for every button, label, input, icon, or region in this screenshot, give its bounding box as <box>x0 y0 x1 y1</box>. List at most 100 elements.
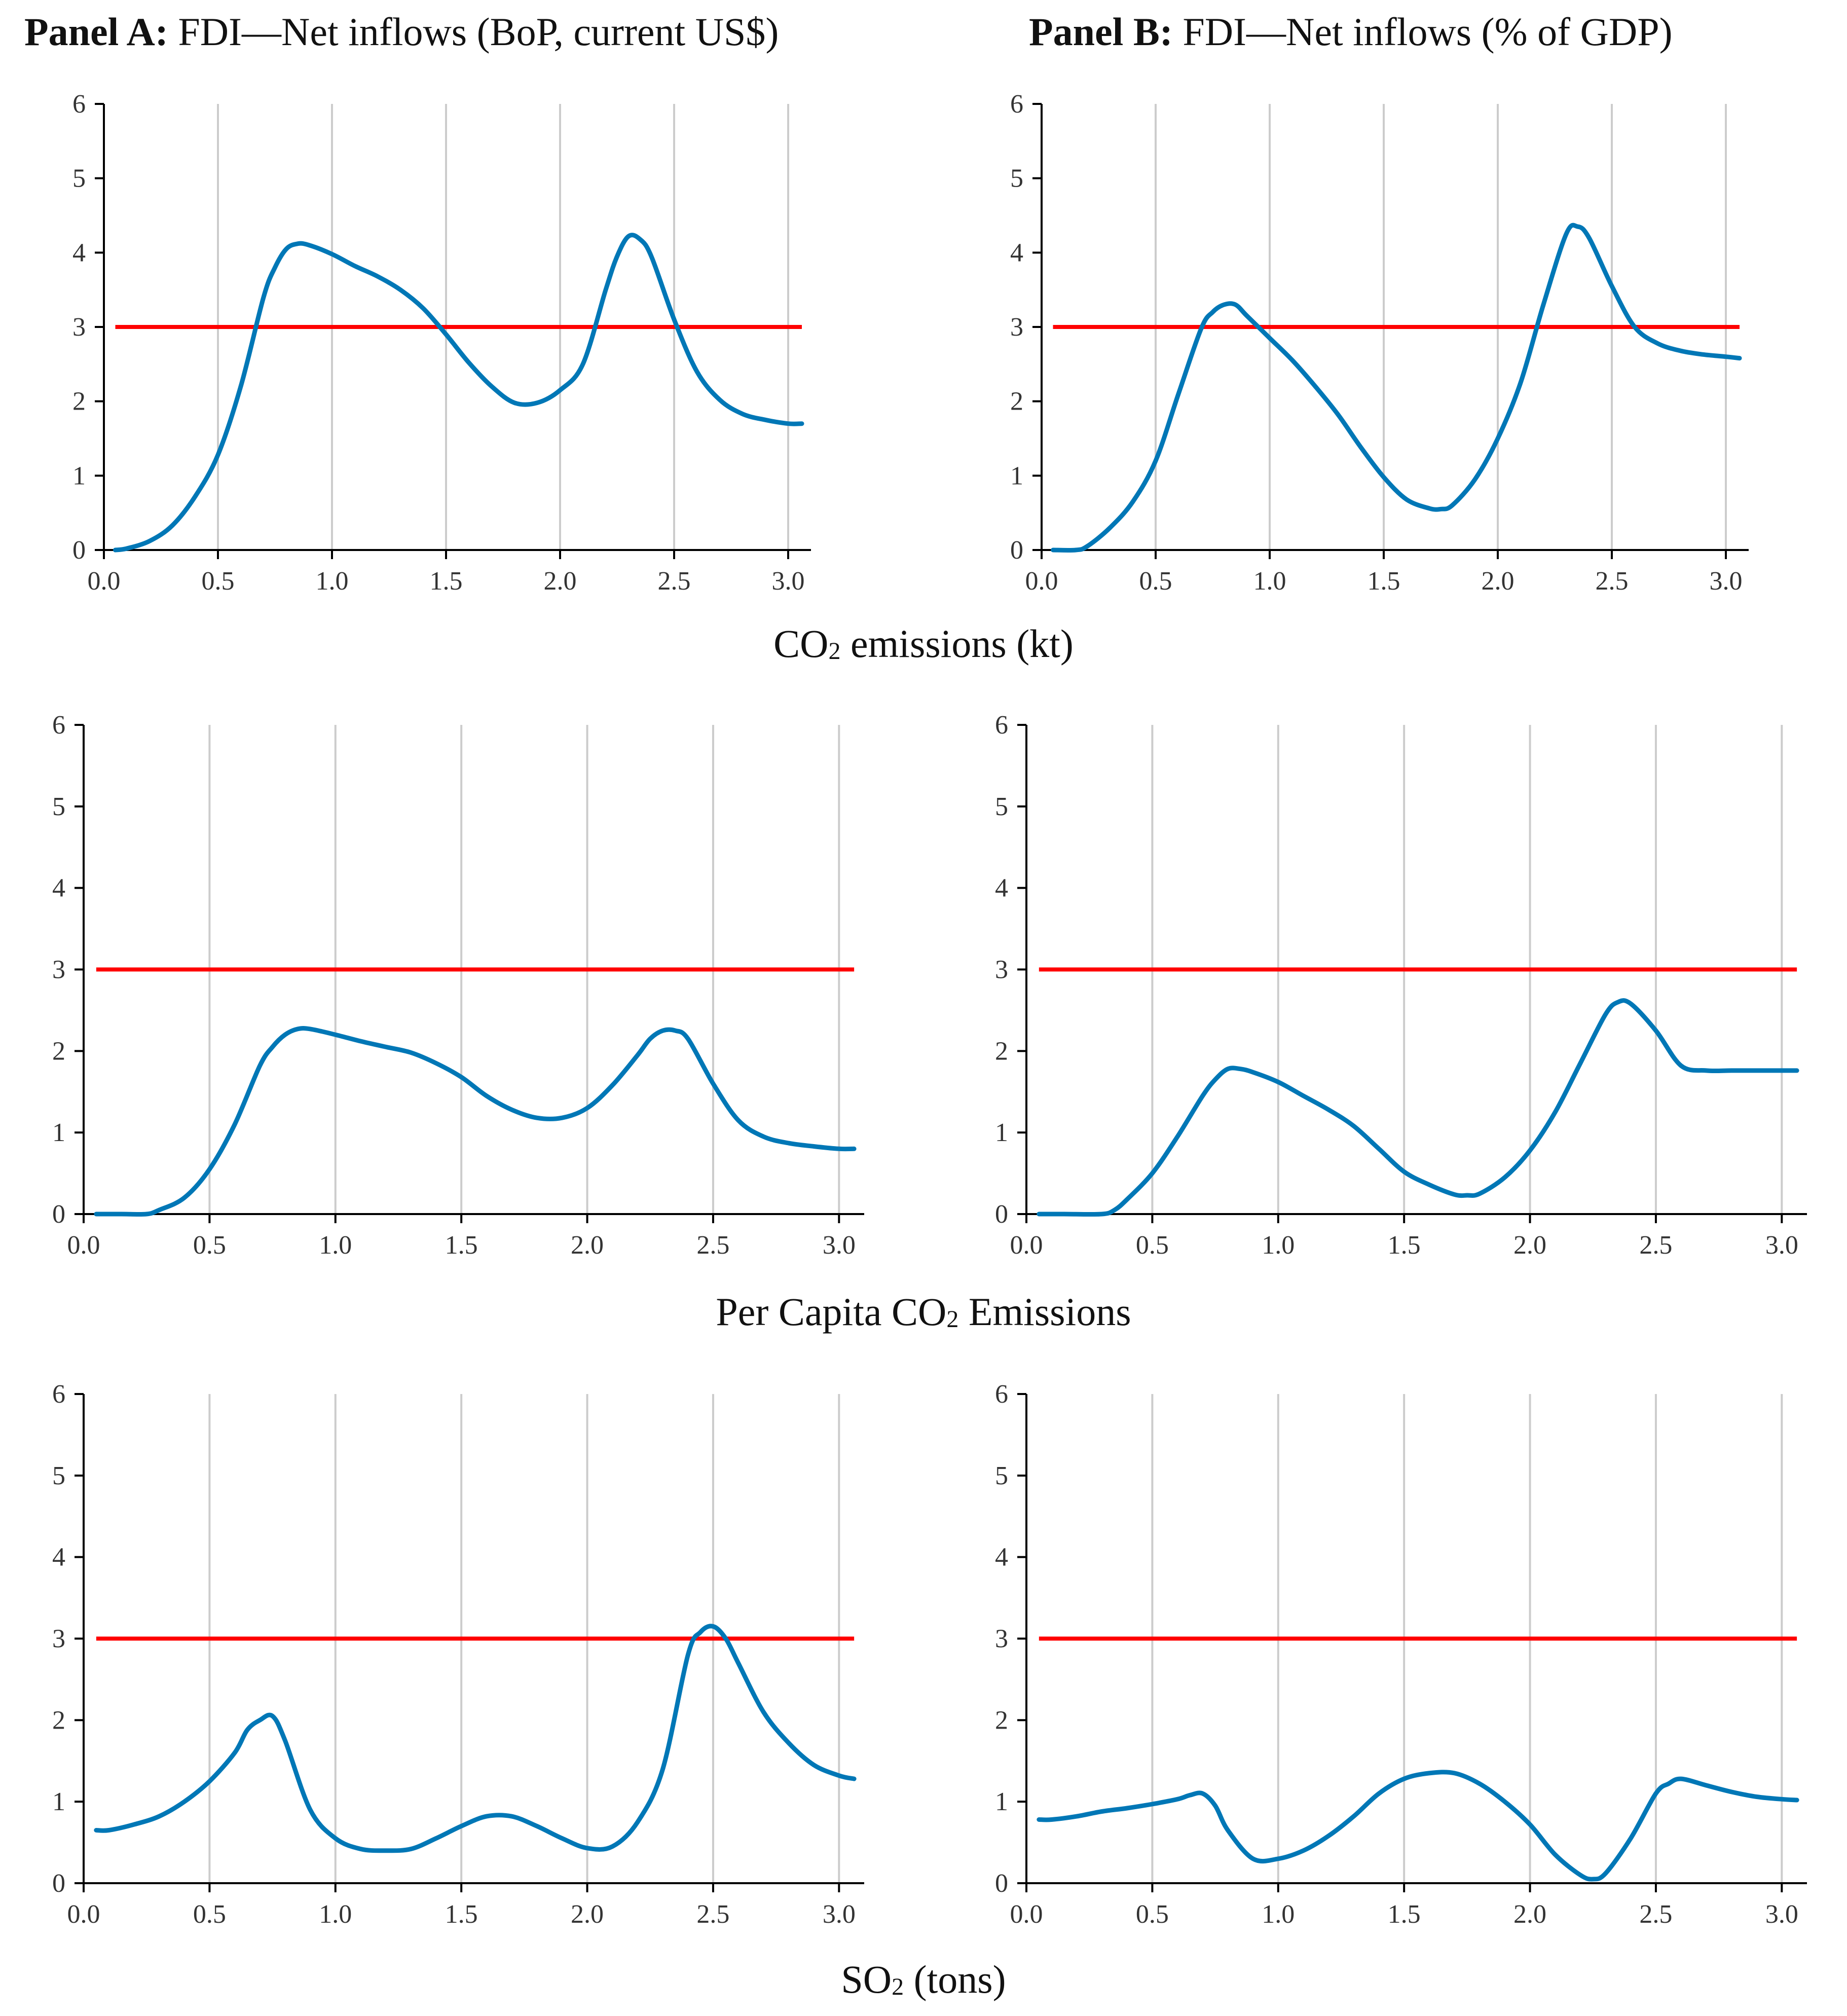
x-tick-label: 0.0 <box>67 1900 100 1929</box>
y-tick-label: 0 <box>52 1200 65 1229</box>
y-tick-label: 2 <box>52 1037 65 1066</box>
series-line <box>1037 1770 1799 1882</box>
y-tick-label: 3 <box>1010 313 1023 342</box>
panel-a-label: Panel A: <box>24 10 168 54</box>
x-tick-label: 0.0 <box>1010 1900 1043 1929</box>
plot-area: 0 1 2 3 4 5 6 0.0 0.5 1.0 1.5 2.0 2.5 3.0 <box>52 1380 864 1929</box>
y-tick-label: 4 <box>995 874 1008 903</box>
x-tick-label: 3.0 <box>823 1900 856 1929</box>
x-tick-label: 0.0 <box>88 567 121 596</box>
y-tick-label: 4 <box>52 1543 65 1572</box>
x-tick-label: 0.5 <box>193 1231 226 1260</box>
chart-co2-kt-panel-b: 0 1 2 3 4 5 6 0.0 0.5 1.0 1.5 2.0 2.5 3.0 <box>1010 90 1749 596</box>
x-tick-label: 2.5 <box>658 567 691 596</box>
chart-co2-kt-panel-a: 0 1 2 3 4 5 6 0.0 0.5 1.0 1.5 2.0 2.5 3.0 <box>72 90 811 596</box>
y-tick-label: 1 <box>1010 461 1023 490</box>
y-tick-label: 0 <box>1010 536 1023 565</box>
y-tick-label: 2 <box>1010 387 1023 416</box>
series-line <box>113 233 804 553</box>
y-tick-label: 1 <box>995 1787 1008 1816</box>
y-tick-label: 5 <box>52 792 65 821</box>
x-tick-label: 1.5 <box>445 1900 478 1929</box>
x-tick-label: 1.0 <box>316 567 349 596</box>
panel-a-title: Panel A: FDI—Net inflows (BoP, current U… <box>24 9 779 55</box>
x-tick-label: 0.5 <box>1139 567 1172 596</box>
y-tick-label: 3 <box>52 1625 65 1654</box>
y-tick-label: 5 <box>1010 164 1023 193</box>
x-tick-label: 2.0 <box>571 1900 604 1929</box>
series-line <box>94 1025 857 1217</box>
x-tick-label: 1.5 <box>1388 1900 1421 1929</box>
x-tick-label: 1.5 <box>445 1231 478 1260</box>
y-tick-label: 1 <box>995 1118 1008 1147</box>
y-tick-label: 6 <box>52 1380 65 1409</box>
y-tick-label: 5 <box>995 792 1008 821</box>
panel-b-description: FDI—Net inflows (% of GDP) <box>1172 10 1673 54</box>
series-line <box>94 1624 857 1853</box>
x-tick-label: 2.0 <box>1513 1231 1546 1260</box>
chart-so2-tons-panel-b: 0 1 2 3 4 5 6 0.0 0.5 1.0 1.5 2.0 2.5 3.0 <box>995 1380 1807 1929</box>
y-tick-label: 2 <box>995 1037 1008 1066</box>
x-tick-label: 1.0 <box>1262 1900 1295 1929</box>
y-tick-label: 5 <box>52 1461 65 1490</box>
x-tick-label: 1.5 <box>1368 567 1400 596</box>
y-tick-label: 3 <box>995 1625 1008 1654</box>
y-tick-label: 1 <box>72 461 86 490</box>
y-tick-label: 4 <box>72 238 86 267</box>
x-tick-label: 0.5 <box>202 567 235 596</box>
x-tick-label: 1.0 <box>1253 567 1286 596</box>
x-tick-label: 3.0 <box>1765 1900 1798 1929</box>
y-tick-label: 0 <box>72 536 86 565</box>
x-tick-label: 2.5 <box>1596 567 1629 596</box>
y-tick-label: 6 <box>72 90 86 119</box>
row-caption-co2-emissions: CO2 emissions (kt) <box>773 621 1074 666</box>
y-tick-label: 0 <box>52 1869 65 1898</box>
y-tick-label: 2 <box>72 387 86 416</box>
plot-area: 0 1 2 3 4 5 6 0.0 0.5 1.0 1.5 2.0 2.5 3.0 <box>1010 90 1749 596</box>
x-tick-label: 0.5 <box>1136 1231 1169 1260</box>
y-tick-label: 2 <box>995 1706 1008 1735</box>
x-tick-label: 1.0 <box>1262 1231 1295 1260</box>
y-tick-label: 1 <box>52 1118 65 1147</box>
series-line <box>1037 998 1799 1217</box>
panel-b-title: Panel B: FDI—Net inflows (% of GDP) <box>1029 9 1673 55</box>
series-line <box>1051 223 1742 553</box>
x-tick-label: 2.0 <box>1513 1900 1546 1929</box>
x-tick-label: 2.5 <box>1639 1900 1672 1929</box>
y-tick-label: 6 <box>995 711 1008 740</box>
y-tick-label: 0 <box>995 1869 1008 1898</box>
panel-b-label: Panel B: <box>1029 10 1173 54</box>
y-tick-label: 2 <box>52 1706 65 1735</box>
x-tick-label: 2.5 <box>696 1231 729 1260</box>
row-caption-so2: SO2 (tons) <box>841 1957 1006 2001</box>
x-tick-label: 1.5 <box>1388 1231 1421 1260</box>
y-tick-label: 4 <box>1010 238 1023 267</box>
row-caption-per-capita-co2: Per Capita CO2 Emissions <box>716 1290 1131 1334</box>
chart-per-capita-co2-panel-a: 0 1 2 3 4 5 6 0.0 0.5 1.0 1.5 2.0 2.5 3.0 <box>52 711 864 1260</box>
x-tick-label: 2.0 <box>1482 567 1514 596</box>
x-tick-label: 0.0 <box>1025 567 1058 596</box>
y-tick-label: 0 <box>995 1200 1008 1229</box>
x-tick-label: 2.5 <box>1639 1231 1672 1260</box>
chart-per-capita-co2-panel-b: 0 1 2 3 4 5 6 0.0 0.5 1.0 1.5 2.0 2.5 3.0 <box>995 711 1807 1260</box>
x-tick-label: 2.5 <box>696 1900 729 1929</box>
panel-a-description: FDI—Net inflows (BoP, current US$) <box>168 10 779 54</box>
y-tick-label: 4 <box>52 874 65 903</box>
plot-area: 0 1 2 3 4 5 6 0.0 0.5 1.0 1.5 2.0 2.5 3.0 <box>52 711 864 1260</box>
y-tick-label: 5 <box>995 1461 1008 1490</box>
y-tick-label: 1 <box>52 1787 65 1816</box>
plot-area: 0 1 2 3 4 5 6 0.0 0.5 1.0 1.5 2.0 2.5 3.0 <box>72 90 811 596</box>
x-tick-label: 3.0 <box>823 1231 856 1260</box>
y-tick-label: 4 <box>995 1543 1008 1572</box>
x-tick-label: 3.0 <box>1765 1231 1798 1260</box>
y-tick-label: 6 <box>995 1380 1008 1409</box>
x-tick-label: 0.0 <box>1010 1231 1043 1260</box>
x-tick-label: 1.5 <box>430 567 463 596</box>
chart-so2-tons-panel-a: 0 1 2 3 4 5 6 0.0 0.5 1.0 1.5 2.0 2.5 3.0 <box>52 1380 864 1929</box>
y-tick-label: 6 <box>1010 90 1023 119</box>
x-tick-label: 3.0 <box>772 567 805 596</box>
plot-area: 0 1 2 3 4 5 6 0.0 0.5 1.0 1.5 2.0 2.5 3.0 <box>995 1380 1807 1929</box>
x-tick-label: 1.0 <box>319 1900 352 1929</box>
y-tick-label: 3 <box>995 956 1008 984</box>
y-tick-label: 3 <box>52 956 65 984</box>
